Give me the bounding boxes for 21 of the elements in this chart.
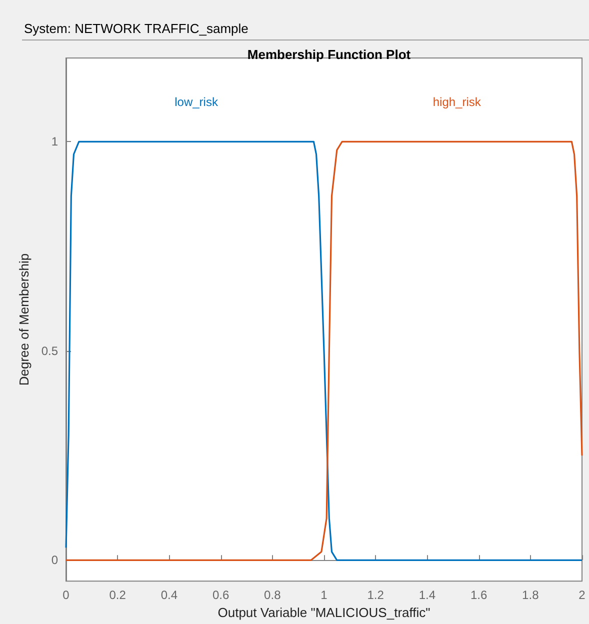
x-tick-label: 0.6 <box>212 588 230 602</box>
y-tick-label: 0 <box>51 553 58 568</box>
x-tick-label: 2 <box>578 588 586 602</box>
x-tick-label: 0.4 <box>160 588 178 602</box>
y-tick-label: 0.5 <box>41 344 58 358</box>
x-tick-label: 1 <box>320 588 328 602</box>
line-series <box>65 140 583 561</box>
x-tick-label: 1.2 <box>367 588 384 602</box>
y-axis-title: Degree of Membership <box>16 253 32 386</box>
x-tick-label: 0 <box>62 588 70 602</box>
x-tick-label: 1.6 <box>470 588 488 602</box>
x-tick-label: 0.2 <box>109 588 126 602</box>
text: System: NETWORK TRAFFIC_sample <box>24 21 248 36</box>
x-tick-label: 1.4 <box>418 588 436 602</box>
chart-title: Membership Function Plot <box>247 47 412 62</box>
x-tick-label: 0.8 <box>264 588 282 602</box>
x-axis-title: Output Variable "MALICIOUS_traffic" <box>218 605 431 620</box>
y-tick-label: 1 <box>51 134 58 149</box>
x-tick-label: 1.8 <box>522 588 540 602</box>
text: low_risk <box>174 95 219 109</box>
text: high_risk <box>432 95 482 109</box>
